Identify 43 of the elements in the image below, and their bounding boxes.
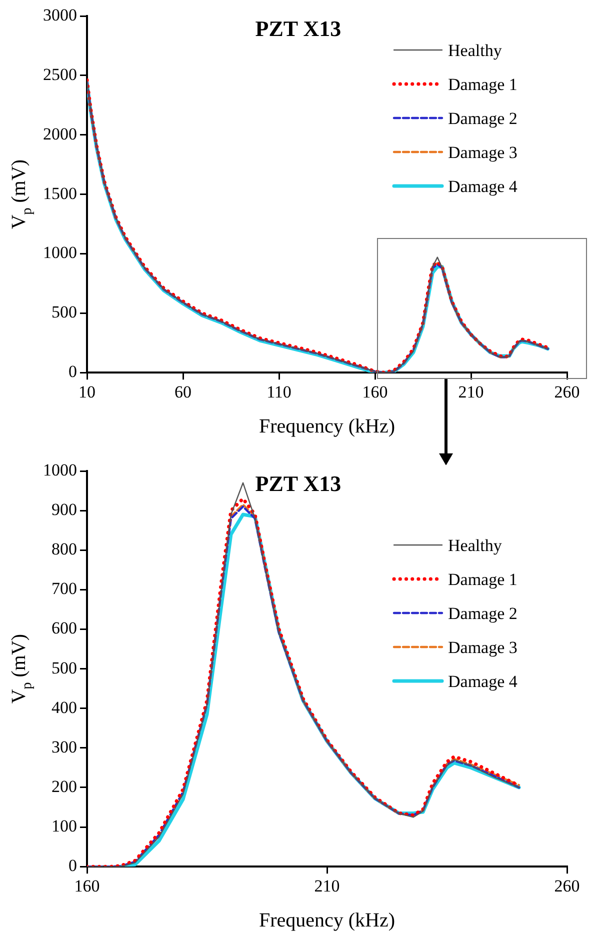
x-tick-label: 160 bbox=[74, 876, 100, 896]
legend-label: Damage 3 bbox=[448, 143, 518, 162]
x-tick-label: 260 bbox=[554, 876, 580, 896]
y-tick-label: 100 bbox=[52, 816, 77, 836]
y-tick-label: 900 bbox=[52, 500, 77, 520]
y-tick-label: 1000 bbox=[43, 460, 77, 480]
y-tick-label: 300 bbox=[52, 737, 77, 756]
x-tick-label: 10 bbox=[78, 382, 96, 402]
x-tick-label: 210 bbox=[314, 876, 340, 896]
y-tick-label: 500 bbox=[52, 302, 77, 322]
legend-label: Damage 2 bbox=[448, 109, 518, 128]
x-axis-title: Frequency (kHz) bbox=[258, 910, 396, 932]
legend-label: Healthy bbox=[448, 536, 502, 555]
y-tick-label: 1000 bbox=[43, 243, 77, 262]
x-axis-title: Frequency (kHz) bbox=[258, 416, 396, 438]
y-tick-label: 400 bbox=[52, 698, 77, 717]
y-axis-title: Vp (mV) bbox=[8, 634, 35, 704]
y-tick-label: 0 bbox=[68, 856, 77, 876]
chart-title: PZT X13 bbox=[255, 471, 342, 496]
x-tick-label: 110 bbox=[266, 382, 292, 402]
x-tick-label: 60 bbox=[174, 382, 192, 402]
legend-label: Damage 4 bbox=[448, 177, 518, 196]
x-tick-label: 260 bbox=[554, 382, 580, 402]
chart-title: PZT X13 bbox=[255, 16, 342, 41]
y-tick-label: 500 bbox=[52, 658, 77, 678]
x-tick-label: 160 bbox=[362, 382, 388, 402]
y-tick-label: 200 bbox=[52, 776, 77, 796]
legend-label: Damage 1 bbox=[448, 75, 518, 94]
y-tick-label: 800 bbox=[52, 540, 77, 559]
y-tick-label: 700 bbox=[52, 579, 77, 598]
legend-label: Damage 2 bbox=[448, 604, 518, 623]
x-tick-label: 210 bbox=[458, 382, 484, 402]
y-axis-title: Vp (mV) bbox=[8, 159, 35, 230]
y-tick-label: 1500 bbox=[43, 184, 77, 203]
y-tick-label: 2500 bbox=[43, 64, 77, 84]
y-tick-label: 600 bbox=[52, 618, 77, 638]
legend-label: Damage 3 bbox=[448, 638, 518, 657]
legend-label: Healthy bbox=[448, 41, 502, 60]
y-tick-label: 0 bbox=[68, 362, 77, 382]
y-tick-label: 2000 bbox=[43, 124, 77, 144]
y-tick-label: 3000 bbox=[43, 5, 77, 24]
legend-label: Damage 4 bbox=[448, 672, 518, 691]
legend-label: Damage 1 bbox=[448, 570, 518, 589]
